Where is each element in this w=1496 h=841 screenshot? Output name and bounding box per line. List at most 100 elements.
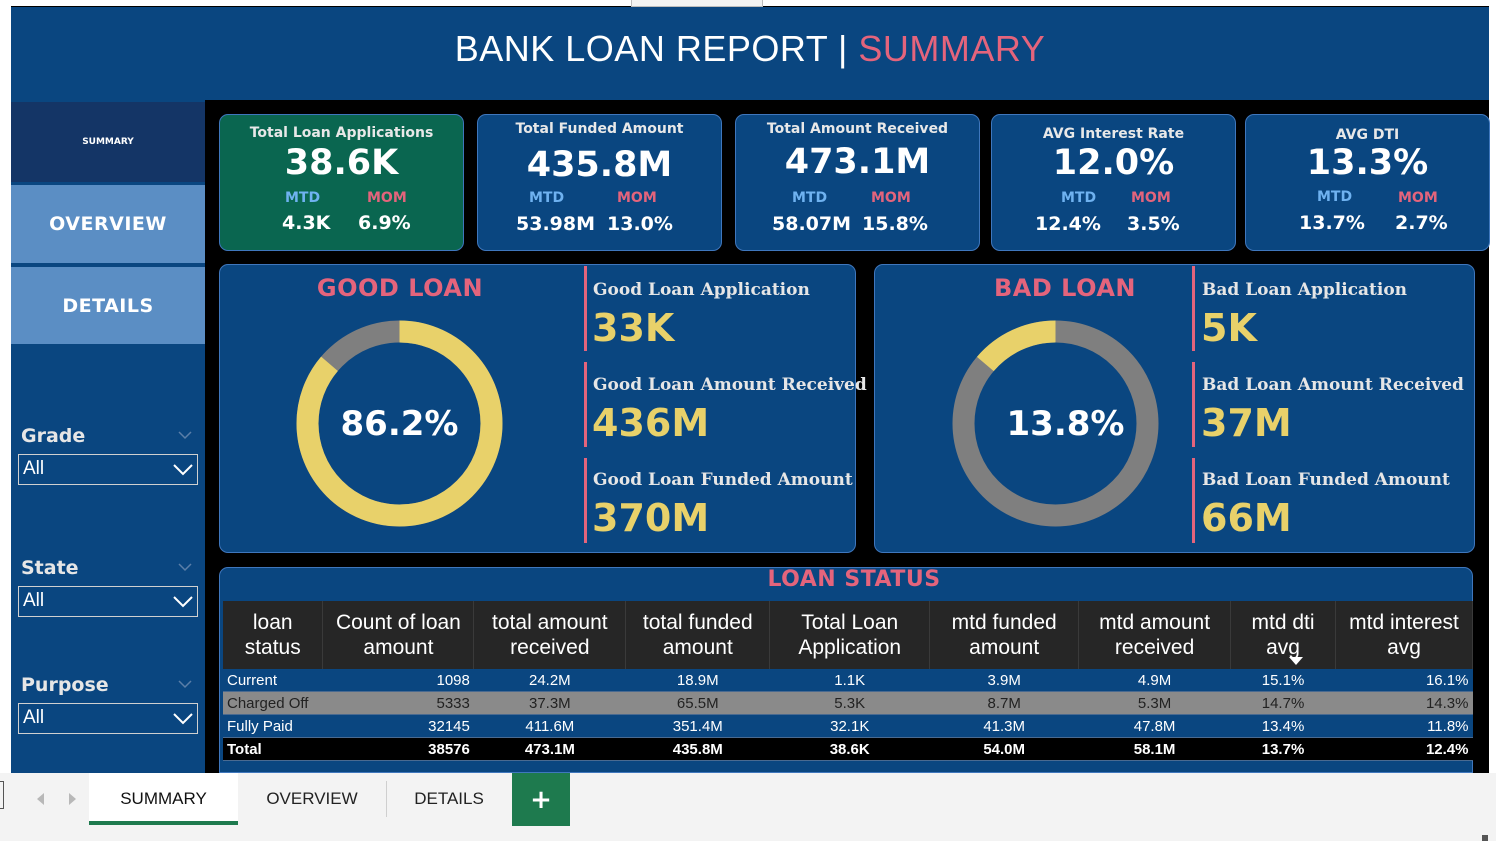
state-filter-select[interactable]: All: [18, 586, 198, 617]
column-header-label: mtd dti avg: [1251, 611, 1315, 659]
cell: 13.4%: [1230, 714, 1336, 738]
grade-filter-select[interactable]: All: [18, 454, 198, 485]
donut-fill: [296, 320, 503, 527]
add-sheet-button[interactable]: +: [512, 773, 570, 826]
cell: 3.9M: [929, 669, 1079, 692]
divider: [1192, 266, 1195, 351]
column-header[interactable]: mtd funded amount: [929, 601, 1080, 669]
kpi-total-amount-received: Total Amount Received 473.1M MTD MOM 58.…: [735, 114, 980, 251]
bad-loan-application-value: 5K: [1201, 306, 1257, 350]
chevron-left-icon[interactable]: [37, 793, 45, 805]
good-loan-panel: [219, 264, 856, 553]
sort-desc-icon[interactable]: [1289, 657, 1304, 665]
cell: 37.3M: [473, 691, 626, 715]
mtd-label: MTD: [1061, 190, 1097, 206]
chevron-right-icon[interactable]: [69, 793, 77, 805]
table-row[interactable]: Fully Paid 32145 411.6M 351.4M 32.1K 41.…: [223, 714, 1473, 738]
resize-grip[interactable]: [1482, 835, 1488, 841]
column-header[interactable]: total funded amount: [625, 601, 771, 669]
kpi-total-funded-amount: Total Funded Amount 435.8M MTD MOM 53.98…: [477, 114, 722, 251]
nav-details-button[interactable]: DETAILS: [11, 267, 205, 344]
cell: 1098: [322, 669, 474, 692]
bad-loan-funded-amount-label: Bad Loan Funded Amount: [1202, 470, 1450, 490]
kpi-title: Total Loan Applications: [249, 125, 434, 141]
mom-label: MOM: [367, 190, 407, 206]
good-loan-percent: 86.2%: [340, 404, 459, 444]
cell: 5333: [322, 691, 474, 715]
cell-loan-status: Fully Paid: [223, 714, 323, 738]
kpi-value: 38.6K: [284, 143, 399, 183]
cell: 38576: [322, 737, 474, 761]
title-accent: SUMMARY: [858, 28, 1046, 69]
bad-loan-donut: [952, 320, 1159, 527]
mom-label: MOM: [871, 190, 911, 206]
bad-loan-application-label: Bad Loan Application: [1202, 280, 1408, 300]
bad-loan-amount-received-label: Bad Loan Amount Received: [1202, 375, 1464, 395]
mom-value: 13.0%: [607, 213, 673, 235]
mtd-label: MTD: [529, 190, 565, 206]
column-header[interactable]: loan status: [223, 601, 324, 669]
bad-loan-funded-amount-value: 66M: [1201, 496, 1292, 540]
good-loan-title: GOOD LOAN: [316, 274, 484, 302]
column-header[interactable]: mtd amount received: [1078, 601, 1232, 669]
mom-value: 2.7%: [1395, 212, 1448, 234]
chevron-down-icon[interactable]: [178, 562, 192, 572]
purpose-filter-value: All: [23, 707, 45, 728]
good-loan-funded-amount-label: Good Loan Funded Amount: [593, 470, 853, 490]
good-loan-funded-amount-value: 370M: [592, 496, 710, 540]
sheet-tab-overview[interactable]: OVERVIEW: [238, 773, 386, 825]
kpi-total-loan-applications: Total Loan Applications 38.6K MTD MOM 4.…: [219, 114, 464, 251]
mtd-value: 58.07M: [772, 213, 852, 235]
table-row[interactable]: Current 1098 24.2M 18.9M 1.1K 3.9M 4.9M …: [223, 669, 1473, 692]
mtd-value: 4.3K: [282, 212, 331, 234]
kpi-title: Total Amount Received: [766, 121, 949, 137]
kpi-title: Total Funded Amount: [515, 121, 684, 137]
mom-label: MOM: [1398, 190, 1438, 206]
column-header[interactable]: Count of loan amount: [322, 601, 475, 669]
report-header: [11, 7, 1489, 100]
good-loan-application-label: Good Loan Application: [593, 280, 810, 300]
table-row[interactable]: Charged Off 5333 37.3M 65.5M 5.3K 8.7M 5…: [223, 691, 1473, 715]
cell: 32.1K: [769, 714, 930, 738]
mtd-label: MTD: [285, 190, 321, 206]
cell: 65.5M: [625, 691, 770, 715]
grade-filter-value: All: [23, 458, 45, 479]
cell: 41.3M: [929, 714, 1079, 738]
bad-loan-percent: 13.8%: [1006, 404, 1125, 444]
chevron-down-icon: [173, 464, 193, 476]
active-tab-indicator: [89, 821, 238, 825]
tab-separator: [386, 781, 387, 817]
cell: 13.7%: [1230, 737, 1336, 761]
grade-filter-label: Grade: [21, 425, 86, 447]
cell: 5.3K: [769, 691, 930, 715]
column-header[interactable]: Total Loan Application: [769, 601, 931, 669]
column-header[interactable]: mtd interest avg: [1335, 601, 1473, 669]
nav-overview-button[interactable]: OVERVIEW: [11, 185, 205, 263]
chevron-down-icon: [173, 596, 193, 608]
good-loan-amount-received-value: 436M: [592, 401, 710, 445]
page-title: BANK LOAN REPORT | SUMMARY: [11, 28, 1489, 70]
sheet-tab-details[interactable]: DETAILS: [387, 773, 511, 825]
mom-value: 15.8%: [862, 213, 928, 235]
cell: 1.1K: [769, 669, 930, 692]
sheet-tab-summary[interactable]: SUMMARY: [89, 773, 238, 825]
loan-status-table: loan status Count of loan amount total a…: [223, 601, 1473, 761]
cell: 8.7M: [929, 691, 1079, 715]
nav-summary-button[interactable]: SUMMARY: [11, 102, 205, 182]
cell-loan-status: Charged Off: [223, 691, 323, 715]
column-header[interactable]: total amount received: [473, 601, 627, 669]
title-main: BANK LOAN REPORT |: [454, 28, 859, 69]
chevron-down-icon: [173, 713, 193, 725]
cell: 11.8%: [1335, 714, 1473, 738]
chevron-down-icon[interactable]: [178, 679, 192, 689]
cell: 351.4M: [625, 714, 770, 738]
good-loan-donut: [296, 320, 503, 527]
mtd-value: 53.98M: [516, 213, 596, 235]
kpi-value: 473.1M: [784, 142, 931, 182]
purpose-filter-select[interactable]: All: [18, 703, 198, 734]
cell: 4.9M: [1078, 669, 1231, 692]
chevron-down-icon[interactable]: [178, 430, 192, 440]
mtd-value: 13.7%: [1299, 212, 1365, 234]
divider: [584, 362, 587, 447]
column-header[interactable]: mtd dti avg: [1230, 601, 1336, 669]
